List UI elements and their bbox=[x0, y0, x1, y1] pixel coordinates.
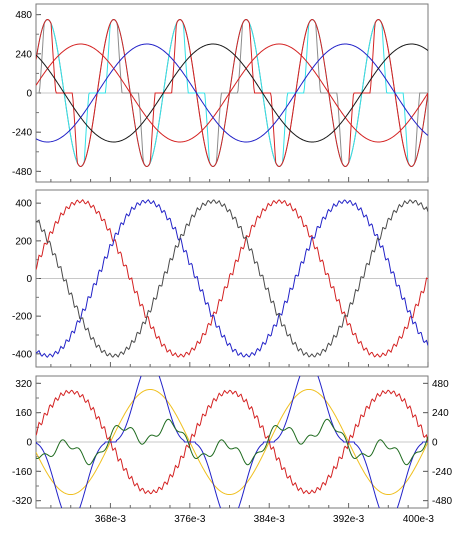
x-tick-label: 376e-3 bbox=[174, 514, 206, 525]
bottom-panel: -320 -160 0 160 320 -480 -240 0 240 480 368e-3 376e… bbox=[12, 375, 452, 525]
series-group bbox=[36, 199, 428, 358]
series-line-1 bbox=[36, 388, 428, 496]
y2-tick-label: -240 bbox=[432, 467, 452, 478]
y-tick-label: 480 bbox=[15, 10, 32, 21]
y-tick-label: 0 bbox=[26, 438, 32, 449]
y-tick-label: 0 bbox=[26, 89, 32, 100]
x-tick-label: 392e-3 bbox=[333, 514, 365, 525]
series-line-6 bbox=[36, 43, 428, 143]
y2-tick-label: -480 bbox=[432, 496, 452, 507]
y-tick-label: 200 bbox=[15, 236, 32, 247]
y-tick-label: 240 bbox=[15, 49, 32, 60]
x-tick-label: 400e-3 bbox=[403, 514, 435, 525]
x-tick-label: 368e-3 bbox=[95, 514, 127, 525]
y-tick-label: -320 bbox=[12, 496, 32, 507]
y2-tick-label: 0 bbox=[432, 438, 438, 449]
series-line-2 bbox=[36, 199, 428, 358]
y-tick-label: -160 bbox=[12, 467, 32, 478]
series-line-3 bbox=[36, 199, 428, 358]
series-group bbox=[36, 376, 428, 508]
x-tick-label: 384e-3 bbox=[254, 514, 286, 525]
y-tick-label: -200 bbox=[12, 312, 32, 323]
series-line-4 bbox=[36, 43, 428, 143]
top-panel: -480 -240 0 240 480 bbox=[12, 3, 429, 183]
y-tick-label: 400 bbox=[15, 199, 32, 210]
y-tick-label: -480 bbox=[12, 167, 32, 178]
y2-tick-label: 480 bbox=[432, 379, 449, 390]
y-tick-label: -400 bbox=[12, 349, 32, 360]
series-line-3 bbox=[36, 376, 428, 508]
series-line-4 bbox=[36, 418, 428, 466]
y-tick-label: 320 bbox=[15, 379, 32, 390]
series-line-1 bbox=[36, 199, 428, 358]
y-tick-label: -240 bbox=[12, 128, 32, 139]
middle-panel: -400 -200 0 200 400 bbox=[12, 189, 429, 368]
series-line-2 bbox=[36, 389, 428, 495]
series-group bbox=[36, 19, 428, 168]
y-tick-label: 0 bbox=[26, 274, 32, 285]
series-line-3 bbox=[36, 19, 428, 168]
y-tick-label: 160 bbox=[15, 408, 32, 419]
series-line-5 bbox=[36, 43, 428, 143]
y2-tick-label: 240 bbox=[432, 408, 449, 419]
